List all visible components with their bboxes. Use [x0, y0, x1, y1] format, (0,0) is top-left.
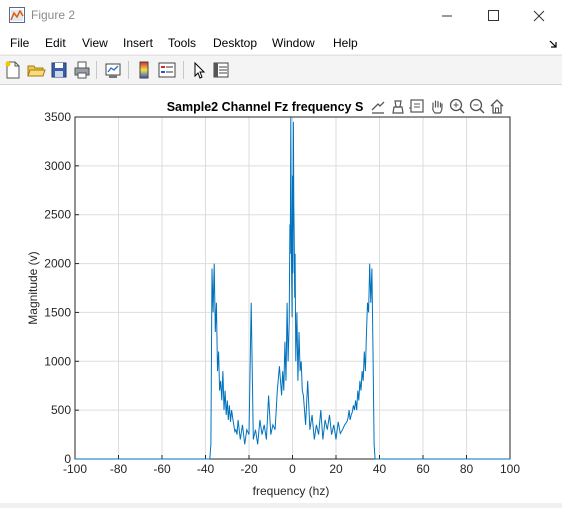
window-title: Figure 2 — [31, 8, 76, 22]
save-icon[interactable] — [49, 60, 69, 80]
minimize-icon — [442, 15, 452, 17]
x-axis: -100 -80 -60 -40 -20 0 20 40 60 80 100 — [63, 455, 520, 476]
dock-arrow-icon[interactable] — [548, 39, 558, 49]
pan-icon[interactable] — [432, 100, 443, 114]
menu-file[interactable]: File — [10, 36, 30, 50]
y-tick-label: 1000 — [44, 354, 71, 368]
figure-toolbar — [0, 55, 562, 85]
x-tick-label: 60 — [416, 462, 430, 476]
data-tips-icon[interactable] — [409, 99, 424, 113]
insert-legend-icon[interactable] — [157, 60, 177, 80]
y-axis-label: Magnitude (v) — [26, 251, 40, 324]
home-icon[interactable] — [490, 99, 504, 114]
x-tick-label: -80 — [110, 462, 128, 476]
x-tick-label: 0 — [289, 462, 296, 476]
insert-colorbar-icon[interactable] — [134, 60, 154, 80]
axes-toolbar — [368, 96, 510, 116]
x-tick-label: -20 — [240, 462, 258, 476]
y-tick-label: 1500 — [44, 305, 71, 319]
y-tick-label: 2500 — [44, 208, 71, 222]
toolbar-separator — [183, 61, 184, 79]
zoom-out-icon[interactable] — [469, 98, 485, 114]
y-tick-label: 2000 — [44, 257, 71, 271]
x-tick-label: 80 — [460, 462, 474, 476]
y-axis: 0 500 1000 1500 2000 2500 3000 3500 — [44, 110, 79, 466]
chart-title: Sample2 Channel Fz frequency S — [167, 100, 364, 114]
x-tick-label: -40 — [197, 462, 215, 476]
y-tick-label: 3500 — [44, 110, 71, 124]
matlab-figure-icon — [9, 7, 25, 23]
maximize-button[interactable] — [470, 0, 516, 32]
toolbar-separator — [128, 61, 129, 79]
menu-tools[interactable]: Tools — [168, 36, 197, 50]
close-button[interactable] — [516, 0, 562, 32]
zoom-in-icon[interactable] — [449, 98, 465, 114]
maximize-icon — [488, 10, 499, 21]
link-plot-icon[interactable] — [103, 60, 123, 80]
new-figure-icon[interactable] — [3, 60, 23, 80]
menu-insert[interactable]: Insert — [123, 36, 154, 50]
toolbar-separator — [96, 61, 97, 79]
menu-help[interactable]: Help — [333, 36, 358, 50]
y-tick-label: 3000 — [44, 159, 71, 173]
figure-canvas: -100 -80 -60 -40 -20 0 20 40 60 80 100 0 500 1000 150… — [0, 85, 562, 503]
menu-edit[interactable]: Edit — [45, 36, 66, 50]
menu-desktop[interactable]: Desktop — [213, 36, 258, 50]
x-tick-label: 100 — [500, 462, 520, 476]
x-tick-label: 20 — [329, 462, 343, 476]
menu-window[interactable]: Window — [272, 36, 315, 50]
export-icon[interactable] — [371, 101, 385, 114]
edit-plot-icon[interactable] — [189, 60, 209, 80]
menu-bar: File Edit View Insert Tools Desktop Wind… — [0, 32, 562, 54]
x-tick-label: -100 — [63, 462, 87, 476]
title-bar: Figure 2 — [0, 0, 562, 32]
x-tick-label: 40 — [373, 462, 387, 476]
x-axis-label: frequency (hz) — [253, 484, 330, 498]
minimize-button[interactable] — [424, 0, 470, 32]
x-tick-label: -60 — [153, 462, 171, 476]
line-chart: -100 -80 -60 -40 -20 0 20 40 60 80 100 0 500 1000 150… — [26, 96, 520, 498]
y-tick-label: 0 — [64, 452, 71, 466]
property-inspector-icon[interactable] — [211, 60, 231, 80]
close-icon — [533, 10, 545, 22]
series-line — [75, 116, 510, 460]
menu-view[interactable]: View — [82, 36, 108, 50]
open-file-icon[interactable] — [26, 60, 46, 80]
y-tick-label: 500 — [51, 403, 71, 417]
print-icon[interactable] — [72, 60, 92, 80]
brush-icon[interactable] — [392, 100, 404, 114]
